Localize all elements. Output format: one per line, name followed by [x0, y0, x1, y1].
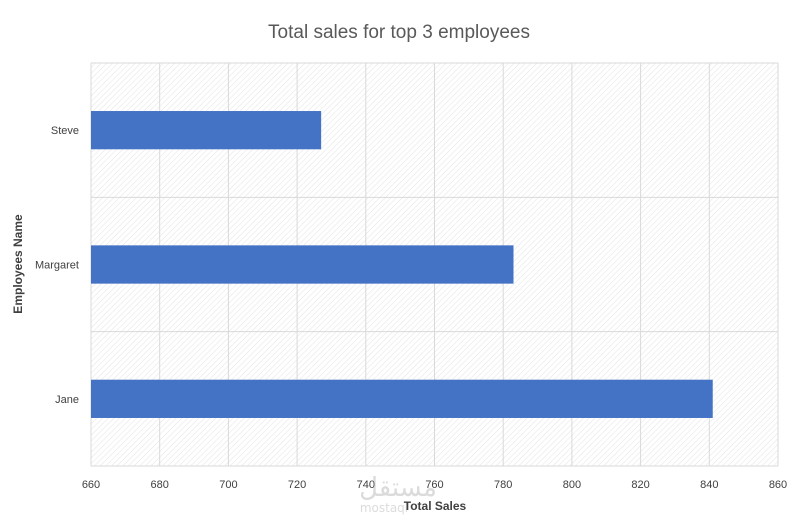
x-axis-title: Total Sales: [404, 499, 467, 513]
bar-steve: [91, 111, 322, 150]
y-tick-steve: Steve: [51, 125, 79, 137]
bar-jane: [91, 379, 713, 418]
x-tick-680: 680: [151, 479, 169, 491]
x-tick-760: 760: [425, 479, 443, 491]
x-tick-840: 840: [700, 479, 718, 491]
y-axis-title: Employees Name: [11, 214, 25, 314]
watermark-latin: mostaql: [360, 501, 408, 515]
chart-title: Total sales for top 3 employees: [268, 22, 530, 43]
watermark-logo: مستقل mostaql: [359, 473, 437, 515]
x-tick-780: 780: [494, 479, 512, 491]
x-tick-660: 660: [82, 479, 100, 491]
x-tick-labels: 660 680 700 720 740 760 780 800 820 840 860: [82, 479, 787, 491]
bars: [91, 111, 713, 418]
x-tick-800: 800: [563, 479, 581, 491]
x-tick-720: 720: [288, 479, 306, 491]
watermark-arabic: مستقل: [359, 473, 437, 503]
y-tick-labels: Steve Margaret Jane: [35, 125, 79, 406]
x-tick-700: 700: [219, 479, 237, 491]
x-tick-820: 820: [631, 479, 649, 491]
bar-margaret: [91, 245, 514, 284]
y-tick-margaret: Margaret: [35, 260, 79, 272]
x-tick-860: 860: [769, 479, 787, 491]
y-tick-jane: Jane: [55, 394, 79, 406]
x-tick-740: 740: [357, 479, 375, 491]
